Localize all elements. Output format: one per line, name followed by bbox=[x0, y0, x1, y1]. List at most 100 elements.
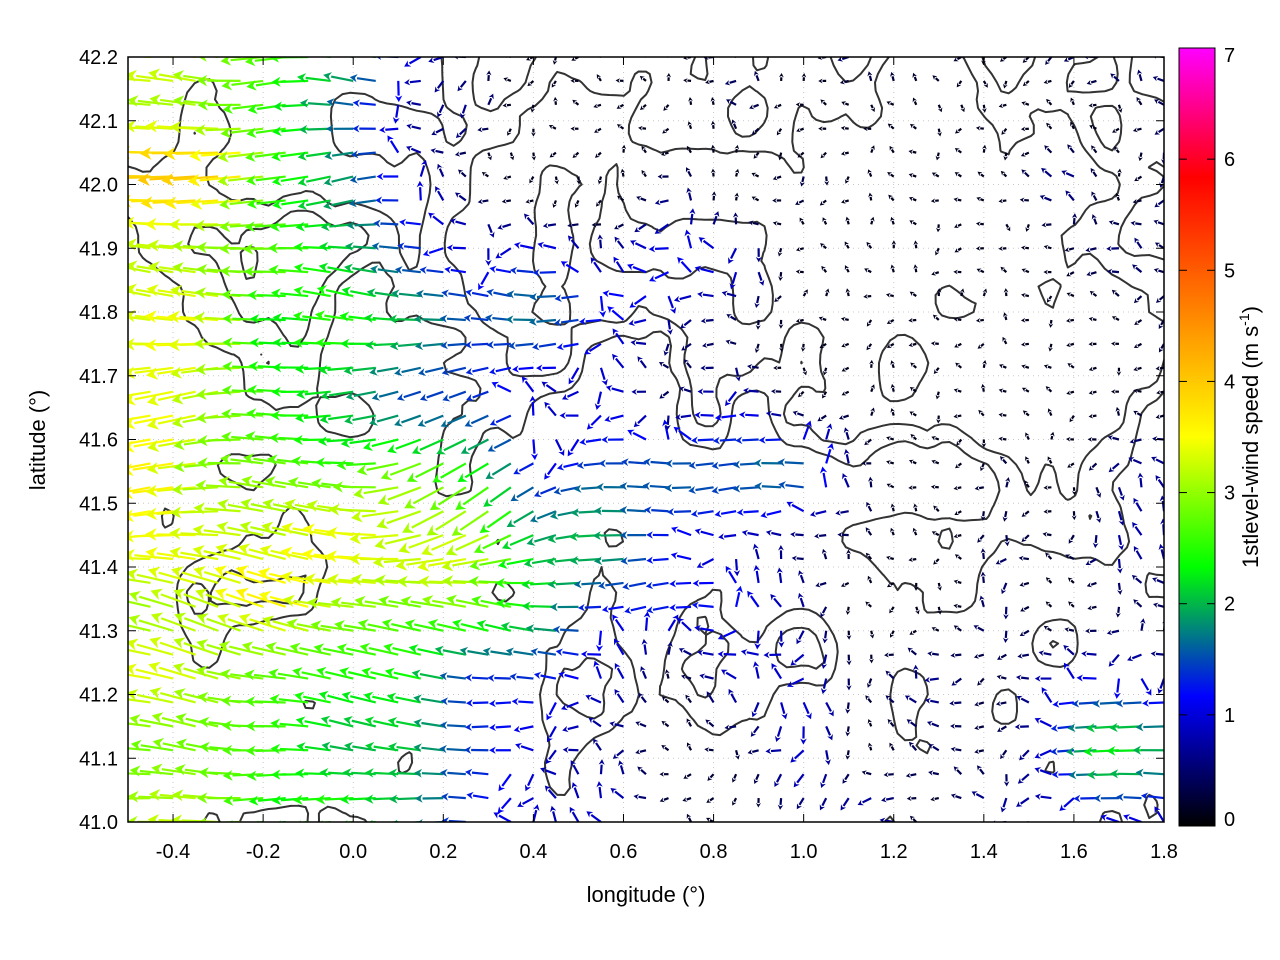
wind-vector bbox=[457, 462, 489, 483]
wind-vector-shaft bbox=[937, 582, 941, 587]
wind-vector-head bbox=[396, 393, 405, 401]
wind-vector-head bbox=[1155, 365, 1161, 371]
wind-vector-shaft bbox=[1046, 147, 1053, 154]
wind-vector-head bbox=[820, 687, 827, 695]
wind-vector bbox=[1020, 605, 1030, 612]
wind-vector bbox=[909, 123, 917, 130]
wind-vector-shaft bbox=[733, 797, 738, 803]
wind-vector bbox=[726, 99, 737, 106]
wind-vector bbox=[686, 813, 693, 822]
wind-vector-shaft bbox=[665, 104, 670, 109]
wind-vector bbox=[465, 699, 489, 707]
wind-vector-head bbox=[521, 376, 529, 384]
wind-vector-shaft bbox=[867, 505, 873, 512]
wind-vector bbox=[1132, 264, 1143, 274]
wind-vector-shaft bbox=[652, 581, 669, 587]
wind-vector-shaft bbox=[376, 366, 399, 373]
wind-vector bbox=[324, 151, 354, 161]
wind-vector-shaft bbox=[230, 673, 264, 680]
wind-vector bbox=[525, 199, 534, 204]
wind-vector-shaft bbox=[548, 701, 557, 716]
wind-vector bbox=[747, 749, 759, 755]
wind-vector-shaft bbox=[845, 244, 850, 249]
wind-vector bbox=[503, 77, 512, 82]
wind-vector bbox=[930, 796, 940, 802]
wind-vector-shaft bbox=[708, 695, 715, 704]
wind-vector-shaft bbox=[683, 319, 692, 327]
wind-vector-shaft bbox=[1024, 534, 1030, 540]
wind-vector-shaft bbox=[495, 268, 512, 274]
wind-vector-shaft bbox=[165, 57, 174, 59]
wind-vector bbox=[487, 821, 489, 822]
wind-vector bbox=[271, 795, 309, 806]
wind-vector-shaft bbox=[482, 127, 489, 131]
wind-vector bbox=[149, 687, 196, 704]
wind-vector-head bbox=[643, 458, 651, 466]
wind-vector-shaft bbox=[934, 797, 940, 801]
wind-vector-shaft bbox=[160, 593, 196, 608]
wind-vector bbox=[602, 290, 624, 298]
wind-vector-shaft bbox=[1023, 581, 1030, 586]
wind-vector-shaft bbox=[228, 151, 264, 158]
wind-vector bbox=[584, 342, 602, 355]
wind-vector bbox=[778, 481, 804, 490]
wind-vector-shaft bbox=[199, 175, 241, 182]
wind-vector-head bbox=[1041, 167, 1047, 174]
wind-vector bbox=[865, 552, 873, 560]
wind-vector bbox=[949, 700, 962, 706]
wind-vector-shaft bbox=[128, 698, 151, 704]
wind-vector-shaft bbox=[563, 462, 579, 469]
wind-vector-shaft bbox=[846, 702, 850, 709]
wind-vector bbox=[1003, 606, 1009, 620]
wind-vector-shaft bbox=[676, 528, 692, 537]
wind-vector-head bbox=[324, 151, 333, 161]
wind-vector bbox=[721, 669, 737, 680]
wind-vector bbox=[321, 741, 354, 752]
wind-vector bbox=[1021, 169, 1030, 178]
wind-vector bbox=[724, 79, 737, 86]
wind-vector-head bbox=[953, 485, 959, 491]
wind-vector bbox=[1106, 268, 1120, 275]
wind-vector-head bbox=[692, 579, 700, 587]
wind-vector-head bbox=[1089, 125, 1095, 130]
wind-vector-shaft bbox=[322, 647, 354, 656]
wind-vector-shaft bbox=[564, 673, 579, 680]
wind-vector-head bbox=[735, 436, 743, 445]
wind-vector-head bbox=[526, 57, 531, 61]
wind-vector bbox=[631, 388, 647, 395]
wind-vector-head bbox=[195, 479, 207, 492]
wind-vector-head bbox=[238, 543, 251, 556]
wind-vector bbox=[998, 388, 1007, 394]
wind-vector-shaft bbox=[1063, 797, 1075, 808]
wind-vector bbox=[825, 701, 834, 717]
wind-vector-shaft bbox=[701, 558, 715, 566]
wind-vector-head bbox=[318, 262, 329, 273]
wind-vector-head bbox=[937, 131, 942, 137]
wind-vector bbox=[421, 595, 467, 608]
wind-vector-head bbox=[83, 283, 95, 295]
wind-vector-head bbox=[1135, 722, 1144, 732]
wind-vector bbox=[786, 501, 805, 513]
wind-vector-shaft bbox=[730, 315, 737, 321]
wind-vector bbox=[936, 415, 941, 424]
wind-vector-head bbox=[996, 674, 1002, 680]
wind-vector-head bbox=[860, 51, 866, 56]
wind-vector-head bbox=[217, 150, 229, 163]
wind-vector bbox=[264, 476, 309, 489]
wind-vector-shaft bbox=[619, 103, 625, 108]
wind-vector-head bbox=[824, 759, 831, 766]
wind-vector bbox=[1089, 290, 1098, 297]
wind-vector bbox=[1111, 316, 1120, 321]
wind-vector-shaft bbox=[448, 366, 467, 373]
wind-vector-shaft bbox=[411, 102, 421, 106]
wind-vector-head bbox=[886, 343, 892, 348]
wind-vector bbox=[1069, 414, 1075, 423]
wind-vector-head bbox=[384, 667, 395, 678]
wind-vector-shaft bbox=[1022, 653, 1030, 657]
wind-vector-head bbox=[325, 550, 338, 563]
wind-vector bbox=[590, 257, 602, 273]
wind-vector-head bbox=[979, 595, 985, 601]
wind-vector-shaft bbox=[608, 292, 624, 298]
wind-vector-head bbox=[797, 392, 803, 398]
wind-vector bbox=[1020, 317, 1029, 323]
